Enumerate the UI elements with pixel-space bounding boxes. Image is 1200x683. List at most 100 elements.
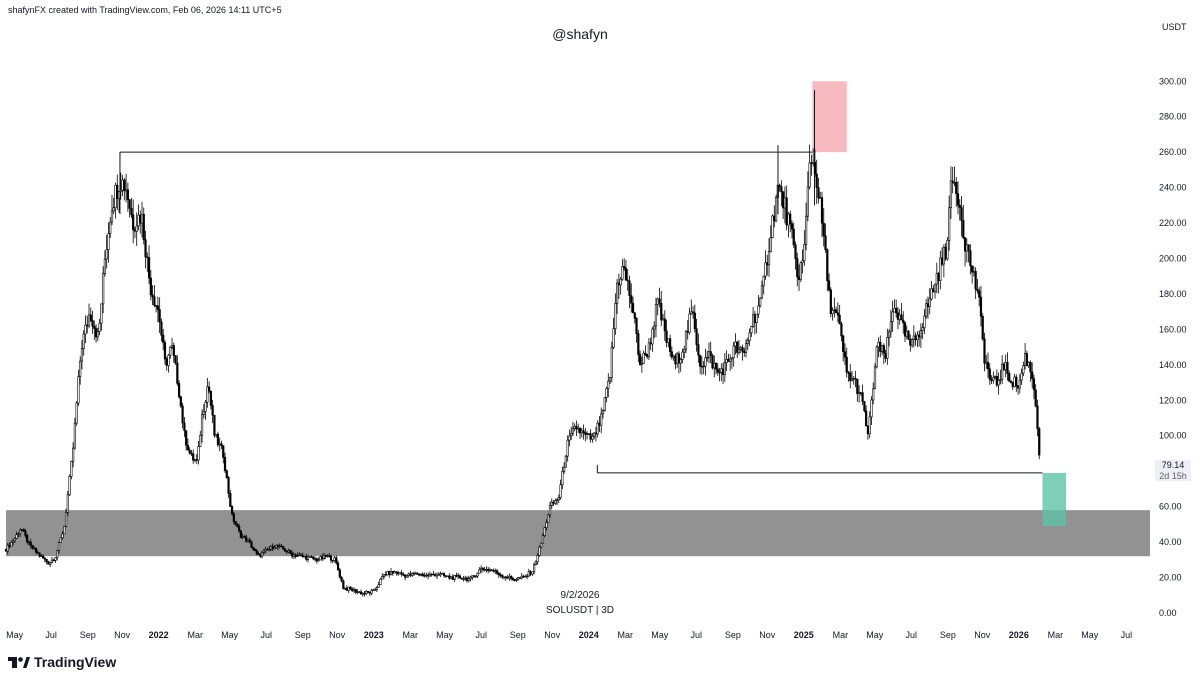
candle-body <box>397 572 400 575</box>
candle-body <box>782 191 785 209</box>
candle-body <box>209 390 212 406</box>
candle-body <box>1011 382 1014 388</box>
candle-body <box>986 361 990 370</box>
candle-body <box>697 344 700 356</box>
candle-body <box>677 353 681 364</box>
candle-body <box>472 575 476 577</box>
candle-body <box>533 564 536 572</box>
candle-body <box>89 314 92 321</box>
candle-body <box>282 546 285 550</box>
candle-body <box>713 362 716 369</box>
candle-body <box>610 346 613 378</box>
x-tick-label: Nov <box>974 630 991 640</box>
candle-body <box>654 304 658 327</box>
candle-body <box>64 512 68 527</box>
tradingview-logo-text: TradingView <box>34 654 117 670</box>
candle-body <box>411 572 414 576</box>
candle-body <box>520 575 523 579</box>
candle-body <box>965 244 968 252</box>
candle-body <box>704 357 707 367</box>
candle-body <box>156 305 159 310</box>
candle-body <box>140 213 144 224</box>
candle-body <box>875 346 878 368</box>
candle-body <box>912 335 915 340</box>
candle-body <box>94 328 98 338</box>
candle-body <box>550 501 553 506</box>
x-tick-label: 2025 <box>794 630 814 640</box>
candle-body <box>879 341 882 352</box>
supply-box <box>812 81 847 153</box>
candle-body <box>384 574 387 576</box>
candle-body <box>808 162 811 188</box>
candle-body <box>395 571 398 573</box>
candle-body <box>683 348 686 353</box>
candle-body <box>691 311 695 314</box>
candle-body <box>82 333 85 349</box>
candle-body <box>940 257 944 265</box>
candle-body <box>469 576 472 579</box>
candle-body <box>63 525 66 535</box>
last-price-label: 79.14 <box>1155 460 1191 471</box>
candle-body <box>49 562 52 565</box>
candle-body <box>594 432 598 435</box>
candle-body <box>557 497 560 501</box>
x-tick-label: Sep <box>295 630 311 640</box>
candle-body <box>536 555 539 563</box>
candle-body <box>598 422 601 426</box>
x-tick-label: Mar <box>618 630 634 640</box>
chart-date-caption: 9/2/2026 <box>560 590 600 601</box>
candle-body <box>554 500 557 504</box>
candle-body <box>273 547 276 550</box>
tradingview-logo[interactable]: TradingView <box>8 654 116 670</box>
candle-body <box>170 345 174 348</box>
x-tick-label: Nov <box>114 630 131 640</box>
candle-body <box>340 576 343 582</box>
candle-body <box>8 544 11 547</box>
candle-body <box>227 477 230 494</box>
candle-body <box>653 325 656 330</box>
candle-body <box>739 347 742 350</box>
candle-body <box>674 355 677 365</box>
candle-body <box>10 542 13 547</box>
candle-body <box>723 362 726 375</box>
candle-body <box>144 239 147 258</box>
candle-body <box>400 572 403 575</box>
candle-body <box>877 341 880 348</box>
candle-body <box>937 273 940 281</box>
candle-body <box>679 359 682 364</box>
candle-body <box>865 410 868 427</box>
candle-body <box>709 351 712 356</box>
x-tick-label: Jul <box>260 630 272 640</box>
candle-body <box>43 557 46 560</box>
y-axis[interactable]: 0.0020.0040.0060.0080.00100.00120.00140.… <box>1159 76 1187 618</box>
candle-body <box>262 550 265 553</box>
candle-body <box>271 545 274 550</box>
candle-body <box>720 368 723 373</box>
candle-body <box>928 298 931 307</box>
y-tick-label: 280.00 <box>1159 112 1187 122</box>
candle-body <box>631 302 635 314</box>
candle-body <box>658 298 661 304</box>
symbol-interval-caption: SOLUSDT | 3D <box>546 605 614 616</box>
candle-body <box>324 554 327 557</box>
candle-body <box>510 576 513 579</box>
candle-body <box>386 571 389 576</box>
candle-body <box>285 550 288 553</box>
x-axis[interactable]: May Jul Sep Nov 2022 Mar May Jul Sep Nov 2023 Mar Ma… <box>6 630 1132 640</box>
candle-body <box>370 590 373 594</box>
candle-body <box>902 319 905 324</box>
candle-body <box>393 571 396 574</box>
candle-body <box>301 554 304 557</box>
author-watermark: @shafyn <box>552 26 608 42</box>
candle-body <box>909 338 912 346</box>
candle-body <box>344 587 347 590</box>
x-tick-label: Sep <box>940 630 956 640</box>
candle-body <box>840 323 843 337</box>
candle-body <box>646 354 649 357</box>
candle-body <box>490 569 493 572</box>
candle-body <box>515 579 518 581</box>
candle-body <box>743 350 746 353</box>
candle-body <box>949 180 953 209</box>
candle-body <box>817 187 820 199</box>
